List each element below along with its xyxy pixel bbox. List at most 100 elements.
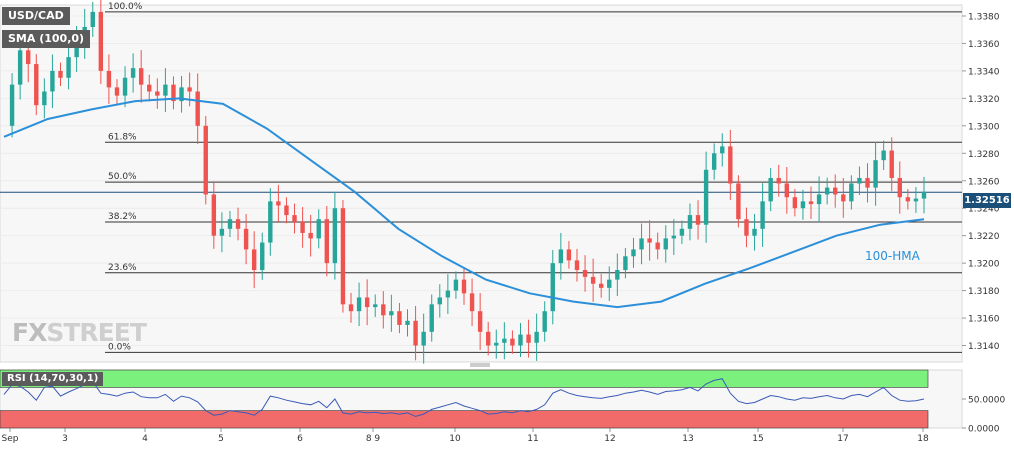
candle-body (833, 187, 838, 195)
candle-body (211, 194, 217, 236)
rsi-indicator-badge[interactable]: RSI (14,70,30,1) (2, 372, 104, 386)
current-price-tag: 1.32516 (963, 193, 1011, 208)
sma-indicator-badge[interactable]: SMA (100,0) (2, 30, 91, 48)
candle-body (122, 77, 128, 96)
candle-body (744, 219, 749, 236)
y-tick-label: 1.3220 (968, 232, 1000, 242)
candle-body (17, 50, 23, 85)
candle-body (502, 338, 507, 343)
candle-body (607, 279, 612, 288)
candle-body (494, 342, 499, 346)
candle-body (219, 228, 225, 236)
y-tick-label: 1.3340 (968, 67, 1000, 77)
candle-body (389, 311, 394, 316)
candle-body (671, 235, 677, 239)
candle-body (227, 219, 233, 229)
candle-body (477, 311, 483, 332)
candle-body (356, 297, 362, 312)
fxstreet-watermark: FXSTREET (12, 318, 147, 347)
candle-body (921, 191, 927, 199)
x-tick-label: 10 (449, 434, 461, 444)
y-tick-label: 1.3320 (968, 95, 1000, 105)
candle-body (469, 293, 475, 312)
candle-body (897, 178, 902, 198)
candle-body (114, 87, 120, 96)
candle-body (26, 50, 31, 65)
candle-body (760, 201, 765, 229)
candle-body (800, 201, 806, 209)
candle-body (163, 84, 168, 96)
candle-body (720, 146, 725, 154)
candle-body (534, 331, 539, 343)
candle-body (865, 178, 870, 188)
candle-body (582, 270, 588, 277)
x-tick-label: 15 (752, 434, 763, 444)
candle-body (348, 304, 354, 312)
candle-body (58, 70, 63, 78)
candle-body (631, 249, 636, 257)
candle-body (889, 150, 894, 179)
y-tick-label: 1.3200 (968, 260, 1000, 270)
candle-body (711, 153, 717, 170)
candle-body (574, 260, 580, 271)
candle-body (98, 11, 104, 71)
x-tick-label: 11 (527, 434, 538, 444)
candle-body (728, 146, 733, 184)
y-tick-label: 1.3180 (968, 287, 1000, 297)
candle-body (857, 178, 862, 184)
candle-body (50, 70, 55, 92)
candle-body (364, 297, 370, 308)
hma-series-label: 100-HMA (865, 249, 920, 263)
candle-body (590, 276, 596, 284)
candle-body (138, 68, 144, 85)
candle-body (171, 84, 176, 102)
candle-body (251, 249, 257, 271)
x-tick-label: 18 (917, 434, 929, 444)
fib-level-label: 38.2% (108, 212, 137, 222)
candle-body (695, 215, 701, 225)
candle-body (405, 320, 410, 325)
hma-100-line (3, 97, 925, 309)
x-tick-label: 4 (142, 434, 148, 444)
candle-body (332, 208, 338, 264)
candle-body (841, 194, 846, 202)
candle-body (74, 40, 79, 58)
fib-level-label: 61.8% (108, 132, 137, 142)
price-panel (0, 4, 963, 363)
y-tick-label: 1.3360 (968, 40, 1000, 50)
y-tick-label: 1.3380 (968, 12, 1000, 22)
candle-body (268, 201, 273, 243)
candle-body (453, 279, 459, 291)
candle-body (542, 311, 547, 332)
candle-body (615, 270, 620, 280)
candle-body (413, 320, 418, 346)
y-tick-label: 1.3280 (968, 150, 1000, 160)
candle-body (824, 187, 830, 195)
candle-body (510, 338, 515, 346)
candle-body (9, 84, 15, 126)
candle-body (881, 150, 886, 161)
candle-body (558, 249, 564, 264)
candle-body (308, 232, 313, 239)
candle-body (808, 201, 814, 205)
y-tick-label: 1.3300 (968, 122, 1000, 132)
x-tick-label: 5 (218, 434, 224, 444)
candle-body (90, 11, 95, 27)
fib-level-label: 23.6% (108, 263, 137, 273)
candle-body (34, 64, 39, 106)
symbol-badge: USD/CAD (2, 7, 70, 25)
candle-body (42, 91, 47, 106)
candle-body (566, 249, 572, 261)
candle-body (437, 297, 442, 305)
candle-body (373, 304, 378, 308)
candle-body (655, 242, 660, 250)
candle-body (752, 228, 757, 236)
candle-body (623, 256, 628, 271)
candle-body (292, 215, 297, 222)
watermark-fx: FX (12, 318, 47, 347)
rsi-overbought-zone (0, 369, 929, 388)
candle-body (768, 178, 773, 202)
candle-body (461, 279, 467, 294)
candle-body (687, 215, 693, 229)
